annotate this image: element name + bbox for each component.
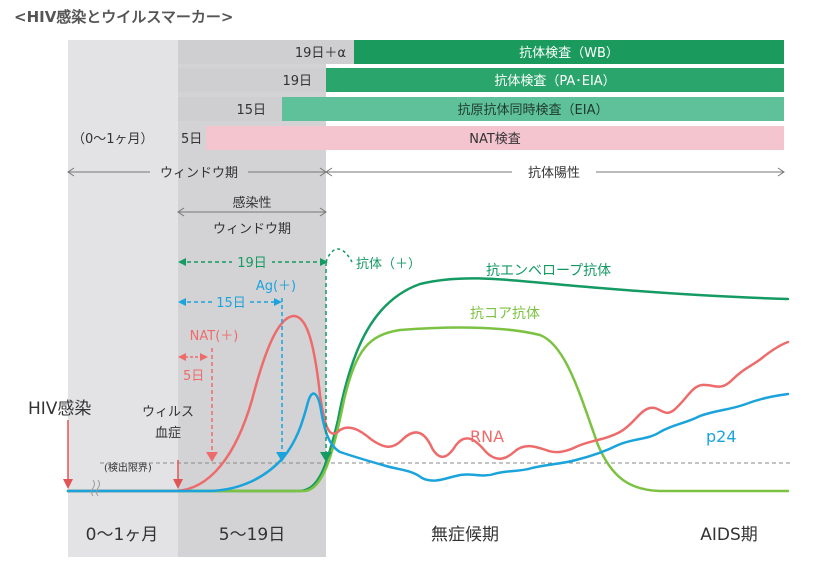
days15-label: 15日 bbox=[216, 296, 246, 311]
nat-positive-label: NAT(＋) bbox=[190, 329, 239, 344]
viremia-label-2: 血症 bbox=[155, 426, 181, 441]
test-row-3-days: 15日 bbox=[236, 103, 266, 118]
test-row-2-days: 19日 bbox=[282, 74, 312, 89]
test-row-3-gray bbox=[178, 97, 282, 121]
test-row-2-gray bbox=[178, 68, 326, 92]
antibody-positive-label: 抗体陽性 bbox=[528, 166, 580, 181]
rna-label: RNA bbox=[470, 427, 504, 446]
test-row-4-bar bbox=[206, 126, 784, 150]
rna-curve bbox=[66, 314, 790, 493]
phase-label-2: 5～19日 bbox=[219, 525, 285, 545]
days5-label: 5日 bbox=[183, 369, 204, 384]
infectious-window-label-1: 感染性 bbox=[232, 195, 271, 211]
days19-label-bg bbox=[232, 253, 272, 271]
test-rows: 19日＋α 抗体検査（WB） 19日 抗体検査（PA･EIA） 15日 抗原抗体… bbox=[72, 40, 784, 150]
test-row-3-name: 抗原抗体同時検査（EIA） bbox=[458, 103, 609, 118]
test-row-1-name: 抗体検査（WB） bbox=[519, 46, 619, 61]
days15-marker bbox=[178, 298, 288, 462]
first-period-label: （0～1ヶ月） bbox=[72, 132, 154, 147]
test-row-1-gray bbox=[178, 40, 354, 64]
antibody-positive-marker-label: 抗体（＋） bbox=[356, 257, 421, 272]
period-arrows bbox=[67, 167, 785, 217]
detection-limit-label: (検出限界) bbox=[104, 461, 152, 474]
phase-label-3: 無症候期 bbox=[431, 525, 499, 545]
phase-label-1: 0～1ヶ月 bbox=[86, 525, 159, 545]
window-period-label: ウィンドウ期 bbox=[160, 166, 238, 181]
p24-label: p24 bbox=[706, 427, 737, 446]
viremia-label-1: ウィルス bbox=[142, 405, 194, 420]
test-row-1-days: 19日＋α bbox=[295, 46, 346, 61]
viremia-marker bbox=[173, 460, 183, 489]
core-antibody-label: 抗コア抗体 bbox=[470, 306, 540, 322]
infection-label: HIV感染 bbox=[28, 399, 91, 419]
infection-marker bbox=[63, 420, 73, 489]
days19-label: 19日 bbox=[237, 256, 267, 271]
test-row-3-bar bbox=[282, 97, 784, 121]
first-period-zone bbox=[68, 40, 178, 557]
infectious-window-label-2: ウィンドウ期 bbox=[213, 222, 291, 237]
test-row-4-days: 5日 bbox=[181, 132, 202, 147]
diagram-title: <HIV感染とウイルスマーカー> bbox=[14, 8, 233, 26]
p24-curve bbox=[66, 392, 790, 493]
test-row-1-bar bbox=[354, 40, 784, 64]
antigen-positive-label: Ag(＋) bbox=[256, 279, 296, 294]
phase-label-4: AIDS期 bbox=[700, 525, 758, 545]
axis-break-icon bbox=[91, 479, 100, 497]
nat-marker bbox=[178, 348, 218, 462]
days15-label-bg bbox=[212, 294, 250, 311]
test-row-4-name: NAT検査 bbox=[469, 132, 521, 147]
curves bbox=[66, 277, 790, 493]
test-row-2-name: 抗体検査（PA･EIA） bbox=[494, 74, 615, 89]
envelope-antibody-label: 抗エンベロープ抗体 bbox=[486, 263, 611, 279]
test-row-2-bar bbox=[326, 68, 784, 92]
